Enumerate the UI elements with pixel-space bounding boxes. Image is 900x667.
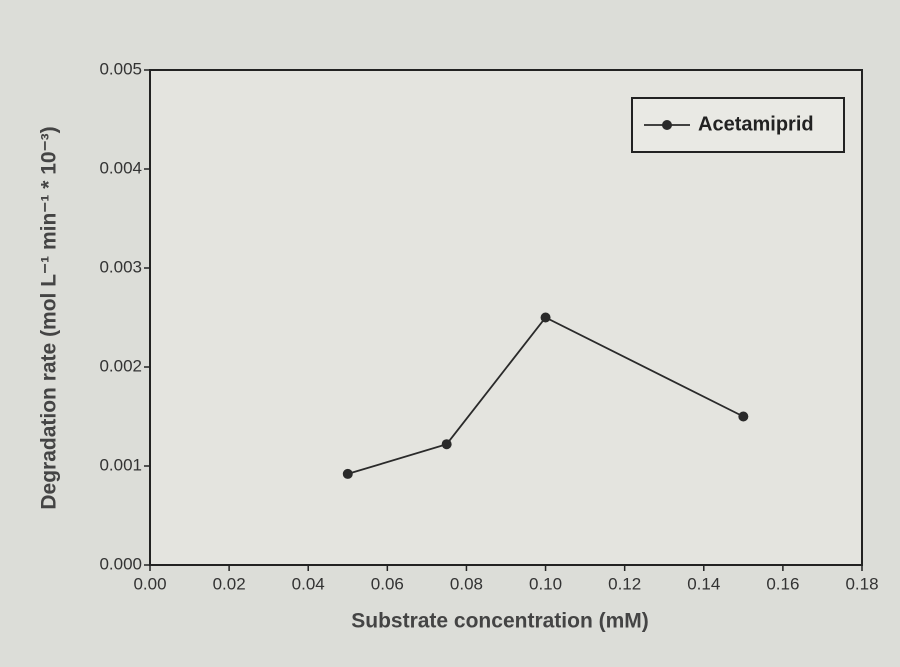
x-tick-label: 0.08: [450, 574, 483, 593]
data-point: [540, 312, 551, 323]
y-tick-label: 0.002: [99, 356, 142, 375]
legend-marker: [662, 120, 672, 130]
y-tick-label: 0.000: [99, 554, 142, 573]
data-line: [347, 316, 744, 475]
x-tick-label: 0.14: [687, 574, 720, 593]
x-axis-title: Substrate concentration (mM): [351, 610, 649, 633]
x-tick-label: 0.18: [845, 574, 878, 593]
y-tick-label: 0.004: [99, 158, 142, 177]
y-tick-label: 0.001: [99, 455, 142, 474]
data-point: [441, 439, 452, 450]
x-tick-label: 0.00: [133, 574, 166, 593]
y-tick-label: 0.003: [99, 257, 142, 276]
x-tick-label: 0.04: [292, 574, 325, 593]
y-axis-title: Degradation rate (mol L⁻¹ min⁻¹ * 10⁻³): [38, 126, 61, 509]
y-tick-label: 0.005: [99, 59, 142, 78]
legend-label: Acetamiprid: [698, 113, 814, 135]
x-tick-label: 0.12: [608, 574, 641, 593]
x-tick-label: 0.16: [766, 574, 799, 593]
x-tick-label: 0.06: [371, 574, 404, 593]
data-point: [342, 468, 353, 479]
x-tick-label: 0.02: [213, 574, 246, 593]
data-point: [738, 411, 749, 422]
x-tick-label: 0.10: [529, 574, 562, 593]
